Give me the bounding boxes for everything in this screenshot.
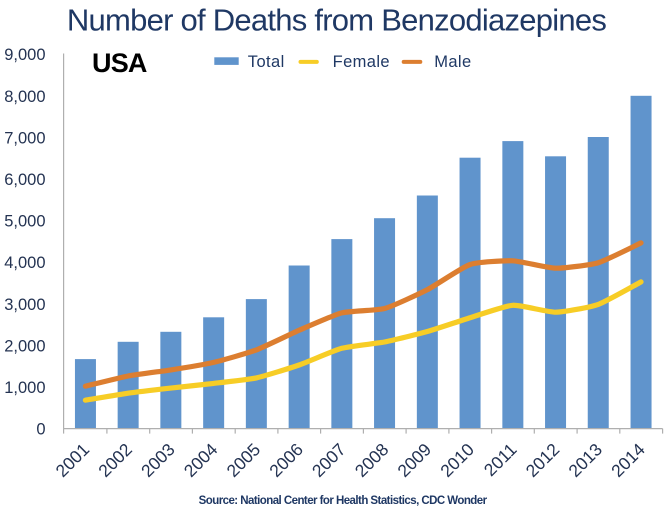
svg-text:USA: USA <box>92 48 147 78</box>
svg-text:Source: National Center for He: Source: National Center for Health Stati… <box>199 495 488 507</box>
svg-text:6,000: 6,000 <box>4 171 45 189</box>
svg-text:1,000: 1,000 <box>4 379 45 397</box>
svg-text:Male: Male <box>434 53 471 71</box>
svg-text:5,000: 5,000 <box>4 213 45 231</box>
svg-text:8,000: 8,000 <box>4 88 45 106</box>
svg-text:9,000: 9,000 <box>4 46 45 64</box>
svg-text:Number of Deaths from Benzodia: Number of Deaths from Benzodiazepines <box>67 2 606 37</box>
svg-text:Female: Female <box>333 53 390 71</box>
svg-text:0: 0 <box>36 421 45 439</box>
svg-text:7,000: 7,000 <box>4 129 45 147</box>
svg-text:3,000: 3,000 <box>4 296 45 314</box>
svg-text:Total: Total <box>248 53 285 71</box>
svg-text:2,000: 2,000 <box>4 337 45 355</box>
svg-text:4,000: 4,000 <box>4 254 45 272</box>
